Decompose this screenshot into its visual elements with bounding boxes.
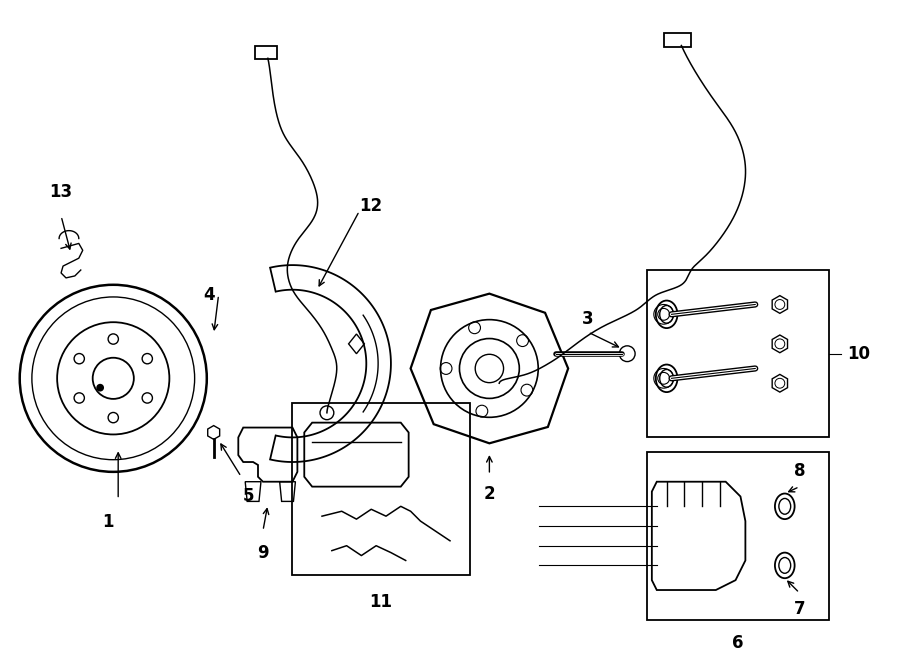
Text: 5: 5 bbox=[242, 486, 254, 504]
Bar bbox=[647, 452, 829, 619]
Text: 12: 12 bbox=[359, 197, 382, 215]
Bar bbox=[255, 46, 276, 59]
Text: 7: 7 bbox=[794, 600, 806, 618]
Text: 3: 3 bbox=[582, 310, 594, 329]
Text: 6: 6 bbox=[732, 635, 743, 652]
Bar bbox=[647, 270, 829, 438]
Bar bbox=[292, 403, 470, 575]
Text: 4: 4 bbox=[203, 286, 214, 303]
Text: 13: 13 bbox=[50, 183, 73, 201]
Text: 2: 2 bbox=[483, 485, 495, 502]
Text: 1: 1 bbox=[103, 513, 114, 531]
Bar bbox=[663, 33, 691, 46]
Text: 8: 8 bbox=[794, 462, 806, 480]
Text: 11: 11 bbox=[370, 593, 392, 611]
Text: 9: 9 bbox=[257, 544, 269, 562]
Circle shape bbox=[97, 385, 104, 391]
Text: 10: 10 bbox=[847, 344, 869, 363]
